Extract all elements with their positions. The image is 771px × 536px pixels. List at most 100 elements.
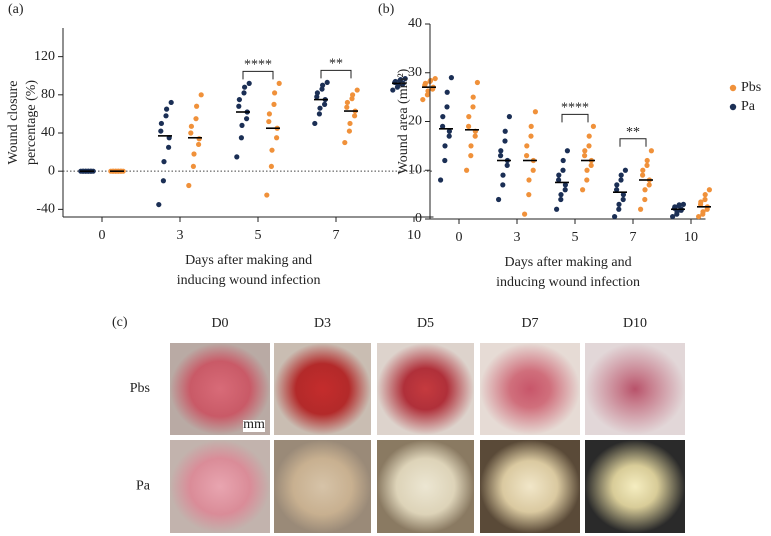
data-dot [530,167,536,173]
data-dot [618,177,624,183]
data-dot [242,84,248,90]
panel-label: (a) [8,2,24,17]
data-dot [648,148,655,154]
data-dot [616,201,622,207]
data-dot [468,153,474,159]
data-dot [470,104,476,110]
y-tick-label: 40 [41,125,55,140]
significance-label: **** [561,101,589,116]
data-dot [502,128,508,134]
data-dot [586,143,592,149]
data-dot [440,123,446,129]
data-dot [352,113,358,119]
data-dot [504,162,510,168]
x-tick-label: 0 [456,230,463,245]
data-dot [582,148,588,154]
data-dot [271,101,277,107]
data-dot [470,94,476,100]
column-label: D7 [521,316,538,331]
data-dot [420,96,426,103]
data-dot [614,182,620,188]
data-dot [466,114,472,120]
data-dot [425,88,431,94]
photo [585,440,685,533]
data-dot [440,114,446,120]
data-dot [188,123,194,129]
x-tick-label: 3 [177,228,184,243]
data-dot [642,196,648,203]
data-dot [238,135,244,141]
data-dot [496,196,502,203]
data-dot [702,196,708,203]
y-tick-label: 40 [408,16,422,31]
data-dot [522,211,528,217]
data-dot [528,133,534,139]
data-dot [347,120,353,127]
data-dot [618,172,624,178]
data-dot [584,177,590,183]
data-dot [526,177,532,183]
data-dot [620,192,627,198]
legend-label: Pbs [741,80,761,95]
y-tick-label: 30 [408,65,422,80]
data-dot [402,75,408,82]
data-dot [344,104,350,110]
y-tick-label: 20 [408,114,422,129]
data-dot [644,162,650,168]
data-dot [696,213,702,220]
row-label: Pa [136,479,151,494]
data-dot [444,89,450,95]
data-dot [312,120,318,127]
data-dot [266,111,272,117]
data-dot [272,90,278,96]
data-dot [528,123,534,129]
data-dot [698,199,704,205]
data-dot [158,120,164,127]
significance-label: ** [329,57,343,72]
data-dot [198,92,204,98]
column-label: D3 [314,316,331,331]
data-dot [322,101,328,107]
significance-bracket [619,138,647,147]
data-dot [246,80,252,86]
data-dot [670,213,676,220]
data-dot [616,206,622,212]
data-dot [556,177,562,183]
data-dot [640,172,646,178]
data-dot [244,116,250,122]
data-dot [526,192,532,198]
x-tick-label: 3 [514,230,521,245]
data-dot [264,192,270,198]
data-dot [468,143,474,149]
data-dot [446,128,452,134]
data-dot [584,167,590,173]
data-dot [706,187,713,193]
data-dot [446,133,452,139]
data-dot [442,143,448,149]
x-tick-label: 7 [630,230,637,245]
data-dot [438,177,444,183]
data-dot [342,139,348,146]
data-dot [532,109,539,115]
data-dot [354,87,360,93]
data-dot [163,113,169,119]
photo [377,440,474,533]
data-dot [346,128,352,134]
data-dot [196,141,202,148]
data-dot [422,80,428,86]
data-dot [314,94,320,100]
data-dot [194,103,200,109]
data-dot [672,204,678,210]
data-dot [506,114,512,120]
data-dot [442,157,448,164]
data-dot [612,213,618,220]
legend-label: Pa [741,99,756,114]
data-dot [193,116,199,122]
significance-label: **** [244,58,272,73]
data-dot [564,148,571,154]
panel-label: (c) [112,315,128,330]
data-dot [562,187,568,193]
data-dot [350,92,356,98]
legend-marker [729,103,737,111]
photo [170,440,270,533]
